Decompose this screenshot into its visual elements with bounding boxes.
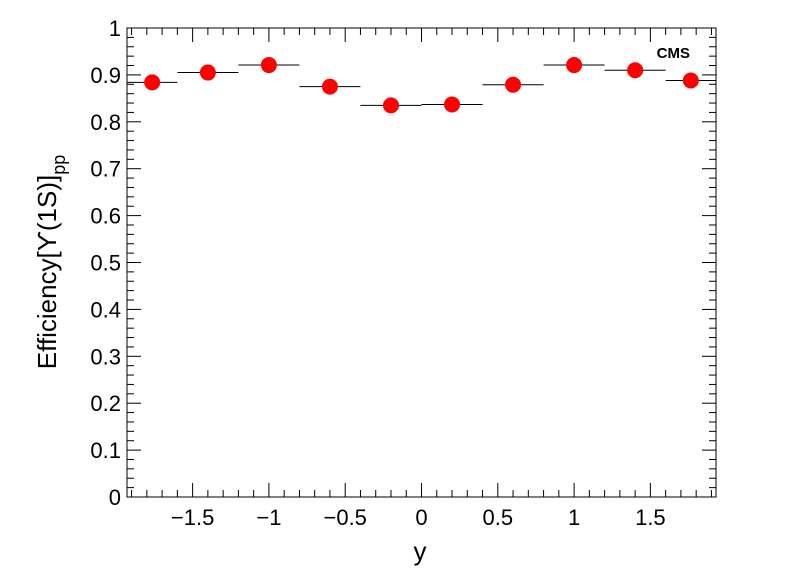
data-point	[505, 76, 522, 93]
data-point	[260, 57, 277, 74]
y-tick-label: 0.2	[90, 391, 121, 416]
y-tick-label: 0.9	[90, 63, 121, 88]
data-point	[199, 64, 216, 81]
data-point	[566, 57, 583, 74]
y-axis-label: Efficiency[ϒ(1S)]pp	[32, 155, 69, 369]
x-axis-label: y	[414, 536, 427, 566]
y-tick-label: 0.5	[90, 251, 121, 276]
data-point	[382, 97, 399, 114]
data-point	[144, 74, 161, 91]
y-tick-label: 1	[109, 16, 121, 41]
x-tick-label: −1	[256, 505, 281, 530]
x-tick-label: 1.5	[635, 505, 666, 530]
y-tick-label: 0.1	[90, 438, 121, 463]
y-label-main: Efficiency[ϒ(1S)]	[32, 175, 62, 369]
data-point	[321, 78, 338, 95]
x-tick-label: 0.5	[482, 505, 513, 530]
data-point	[682, 72, 699, 89]
y-label-sub: pp	[49, 155, 69, 175]
data-point	[627, 62, 644, 79]
x-tick-label: −1.5	[171, 505, 214, 530]
y-tick-label: 0.8	[90, 110, 121, 135]
data-point	[444, 96, 461, 113]
x-tick-label: −0.5	[323, 505, 366, 530]
x-tick-label: 0	[415, 505, 427, 530]
x-tick-label: 1	[568, 505, 580, 530]
y-tick-label: 0	[109, 485, 121, 510]
y-tick-label: 0.7	[90, 157, 121, 182]
y-tick-label: 0.4	[90, 297, 121, 322]
y-tick-label: 0.6	[90, 204, 121, 229]
y-tick-label: 0.3	[90, 344, 121, 369]
annotation: CMS	[657, 45, 690, 62]
